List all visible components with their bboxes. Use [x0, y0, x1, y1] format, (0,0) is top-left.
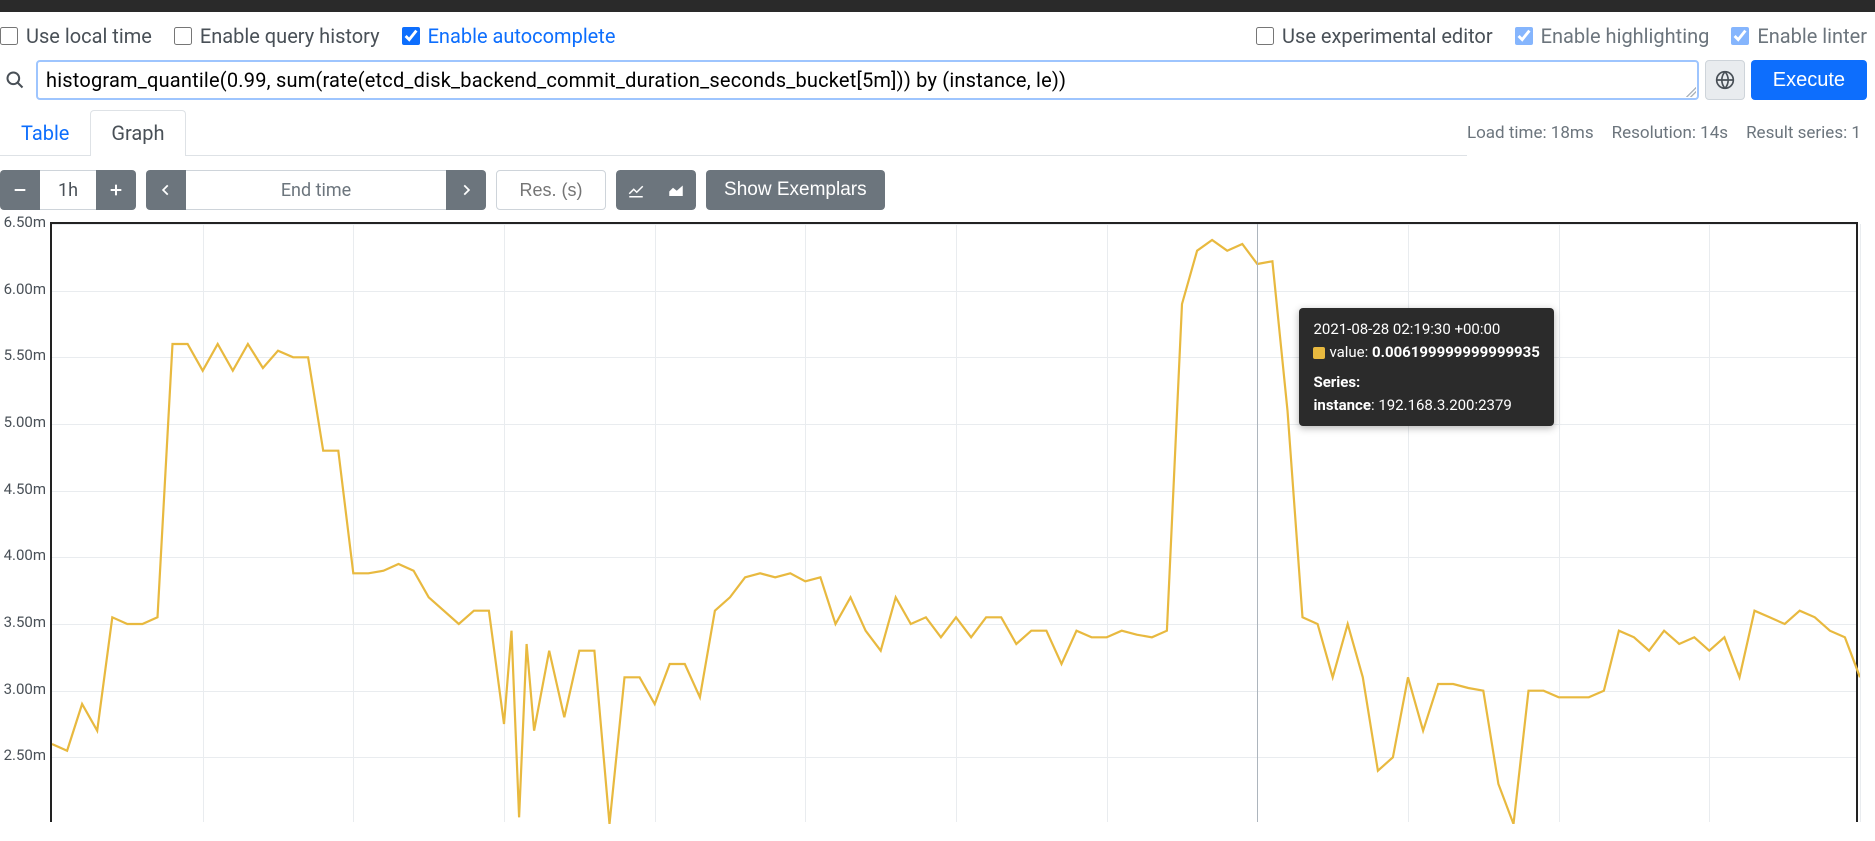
search-icon: [0, 60, 30, 100]
enable-query-history-label: Enable query history: [200, 24, 380, 48]
tooltip-instance-row: instance: 192.168.3.200:2379: [1313, 394, 1539, 417]
tooltip-swatch: [1313, 347, 1325, 359]
enable-linter-checkbox[interactable]: Enable linter: [1731, 24, 1867, 48]
tab-table[interactable]: Table: [0, 110, 90, 155]
use-local-time-label: Use local time: [26, 24, 152, 48]
endtime-next-button[interactable]: [446, 170, 486, 210]
query-row: Execute: [0, 60, 1875, 104]
range-value[interactable]: 1h: [40, 170, 96, 210]
tab-graph[interactable]: Graph: [90, 110, 185, 156]
tabs-meta-row: Table Graph Load time: 18ms Resolution: …: [0, 104, 1875, 156]
use-experimental-editor-input[interactable]: [1256, 27, 1274, 45]
use-experimental-editor-checkbox[interactable]: Use experimental editor: [1256, 24, 1493, 48]
options-row: Use local time Enable query history Enab…: [0, 12, 1875, 60]
y-axis-tick-label: 3.00m: [0, 680, 46, 698]
execute-button[interactable]: Execute: [1751, 60, 1867, 100]
range-decrease-button[interactable]: [0, 170, 40, 210]
chart-area[interactable]: 2021-08-28 02:19:30 +00:00value: 0.00619…: [0, 222, 1867, 822]
endtime-prev-button[interactable]: [146, 170, 186, 210]
enable-highlighting-checkbox[interactable]: Enable highlighting: [1515, 24, 1710, 48]
line-mode-button[interactable]: [616, 170, 656, 210]
enable-query-history-input[interactable]: [174, 27, 192, 45]
y-axis-tick-label: 2.50m: [0, 746, 46, 764]
range-increase-button[interactable]: [96, 170, 136, 210]
y-axis-tick-label: 6.00m: [0, 280, 46, 298]
globe-button[interactable]: [1705, 60, 1745, 100]
resize-grip[interactable]: [1686, 87, 1696, 97]
y-axis-tick-label: 5.50m: [0, 346, 46, 364]
grid-line-vertical: [1860, 224, 1861, 822]
y-axis-tick-label: 3.50m: [0, 613, 46, 631]
use-local-time-checkbox[interactable]: Use local time: [0, 24, 152, 48]
endtime-input[interactable]: End time: [186, 170, 446, 210]
resolution-label: Resolution: 14s: [1612, 123, 1728, 143]
use-experimental-editor-label: Use experimental editor: [1282, 24, 1493, 48]
enable-autocomplete-checkbox[interactable]: Enable autocomplete: [402, 24, 616, 48]
y-axis-tick-label: 4.00m: [0, 546, 46, 564]
enable-linter-input[interactable]: [1731, 27, 1749, 45]
y-axis-tick-label: 6.50m: [0, 213, 46, 231]
range-group: 1h: [0, 170, 136, 210]
series-line: [52, 240, 1860, 824]
tabs: Table Graph: [0, 110, 1467, 156]
chart-mode-toggle: [616, 170, 696, 210]
query-input[interactable]: [46, 66, 1689, 94]
load-time-label: Load time: 18ms: [1467, 123, 1594, 143]
enable-linter-label: Enable linter: [1757, 24, 1867, 48]
enable-autocomplete-label: Enable autocomplete: [428, 24, 616, 48]
tooltip-series-header: Series:: [1313, 371, 1539, 394]
tooltip-value-row: value: 0.006199999999999935: [1313, 341, 1539, 364]
crosshair: [1257, 224, 1258, 822]
meta-info: Load time: 18ms Resolution: 14s Result s…: [1467, 123, 1865, 143]
enable-query-history-checkbox[interactable]: Enable query history: [174, 24, 380, 48]
tooltip-timestamp: 2021-08-28 02:19:30 +00:00: [1313, 318, 1539, 341]
result-series-label: Result series: 1: [1746, 123, 1861, 143]
chart-frame: 2021-08-28 02:19:30 +00:00value: 0.00619…: [50, 222, 1858, 822]
chart-tooltip: 2021-08-28 02:19:30 +00:00value: 0.00619…: [1299, 308, 1553, 426]
endtime-group: End time: [146, 170, 486, 210]
enable-autocomplete-input[interactable]: [402, 27, 420, 45]
enable-highlighting-input[interactable]: [1515, 27, 1533, 45]
show-exemplars-button[interactable]: Show Exemplars: [706, 170, 885, 210]
title-bar: [0, 0, 1875, 12]
enable-highlighting-label: Enable highlighting: [1541, 24, 1710, 48]
resolution-input[interactable]: [496, 170, 606, 210]
y-axis-tick-label: 5.00m: [0, 413, 46, 431]
query-input-wrapper[interactable]: [36, 60, 1699, 100]
graph-controls-row: 1h End time Show Exemplars: [0, 156, 1875, 222]
use-local-time-input[interactable]: [0, 27, 18, 45]
stacked-mode-button[interactable]: [656, 170, 696, 210]
y-axis-tick-label: 4.50m: [0, 480, 46, 498]
chart-svg: [52, 224, 1860, 824]
tooltip-value: 0.006199999999999935: [1372, 343, 1540, 361]
